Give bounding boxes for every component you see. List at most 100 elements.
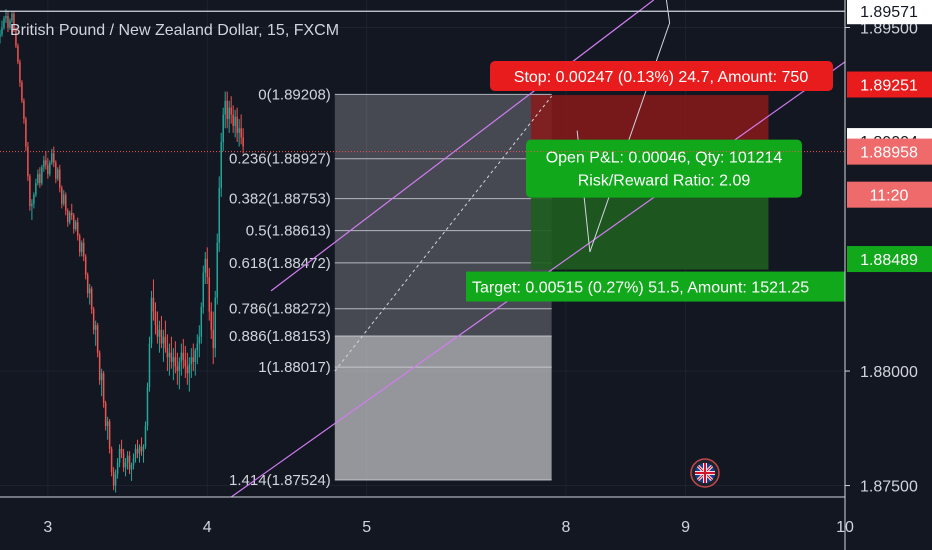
candle-body (132, 458, 135, 465)
price-label-box-0 (847, 0, 932, 25)
candle-body (204, 258, 207, 273)
candle-body (69, 213, 71, 223)
candle-body (100, 373, 103, 381)
y-tick-label-2: 1.89500 (860, 20, 918, 37)
candle-body (74, 222, 77, 230)
target-label-box (466, 271, 845, 302)
candle-body (170, 352, 173, 362)
candle-body (192, 357, 195, 362)
candle-body (190, 357, 193, 365)
candle-body (108, 421, 111, 449)
candle-body (84, 256, 87, 275)
candle-body (49, 162, 51, 175)
x-tick-label-5: 10 (836, 519, 854, 536)
fib-level-label-5: 0.786(1.88272) (229, 301, 331, 318)
candle-body (146, 387, 149, 426)
candle-body (126, 455, 129, 463)
candle-body (196, 343, 199, 351)
candle-body (124, 462, 127, 468)
candle-body (234, 116, 236, 126)
candle-body (15, 29, 17, 46)
candle-body (27, 146, 29, 177)
price-label-3: 1.88958 (860, 145, 918, 162)
candle-body (222, 114, 224, 142)
candle-body (17, 45, 19, 62)
candle-body (67, 210, 69, 223)
candle-body (158, 329, 161, 337)
candle-body (70, 213, 73, 216)
candle-body (37, 174, 39, 184)
candle-body (39, 174, 41, 184)
fib-level-label-0: 0(1.89208) (258, 86, 331, 103)
candle-body (114, 474, 117, 486)
candle-body (21, 82, 23, 101)
candle-body (216, 242, 218, 298)
candle-body (166, 348, 169, 358)
candle-body (35, 183, 37, 195)
candle-body (208, 277, 211, 312)
candle-body (110, 448, 113, 472)
candle-body (90, 288, 93, 310)
candle-body (82, 242, 85, 257)
fib-level-label-1: 0.236(1.88927) (229, 151, 331, 168)
candle-body (9, 20, 11, 28)
pnl-label-box (526, 139, 802, 198)
candle-body (224, 100, 226, 115)
fib-level-label-7: 1(1.88017) (258, 359, 331, 376)
candle-body (212, 329, 214, 349)
chart-title: British Pound / New Zealand Dollar, 15, … (10, 22, 340, 39)
candle-body (1, 27, 3, 35)
candle-body (53, 153, 55, 163)
candle-body (186, 366, 189, 374)
candle-body (78, 235, 81, 252)
candle-body (180, 352, 183, 362)
candle-body (88, 288, 91, 294)
candle-body (232, 114, 234, 126)
candle-body (164, 336, 167, 349)
fib-level-label-4: 0.618(1.88472) (229, 255, 331, 272)
candle-body (138, 446, 141, 454)
candle-body (112, 471, 115, 486)
candle-body (238, 128, 240, 133)
candle-body (5, 16, 7, 19)
candle-body (86, 274, 89, 294)
candle-body (13, 13, 15, 30)
candle-body (25, 119, 27, 147)
fib-level-label-2: 0.382(1.88753) (229, 191, 331, 208)
price-label-5: 1.88489 (860, 252, 918, 269)
candlestick-series (0, 9, 244, 493)
candle-body (202, 272, 205, 307)
fib-level-label-6: 0.886(1.88153) (229, 328, 331, 345)
candle-body (194, 350, 197, 362)
candle-body (198, 336, 201, 344)
price-label-1: 1.89251 (860, 78, 918, 95)
candle-body (65, 194, 67, 211)
pnl-label: Open P&L: 0.00046, Qty: 101214 (546, 150, 783, 167)
candle-body (172, 357, 175, 362)
candle-body (160, 329, 163, 344)
flag-icon[interactable] (690, 458, 720, 488)
candle-body (140, 446, 143, 452)
x-tick-label-3: 8 (562, 519, 571, 536)
candle-body (210, 311, 212, 330)
candle-body (156, 325, 159, 337)
candle-body (106, 421, 109, 426)
candle-body (45, 160, 47, 165)
candle-body (130, 464, 133, 470)
fib-trend-line (334, 95, 553, 372)
candle-body (33, 194, 35, 204)
price-label-box-4 (847, 181, 932, 208)
fib-zone-lower (334, 335, 552, 481)
candle-body (92, 309, 95, 330)
candle-body (188, 364, 191, 374)
candle-body (94, 325, 97, 330)
candle-body (230, 107, 232, 115)
candle-body (23, 100, 25, 120)
candle-body (226, 100, 228, 120)
candle-body (59, 169, 61, 188)
candle-body (43, 160, 45, 168)
candle-body (214, 297, 216, 349)
candle-body (144, 426, 147, 447)
